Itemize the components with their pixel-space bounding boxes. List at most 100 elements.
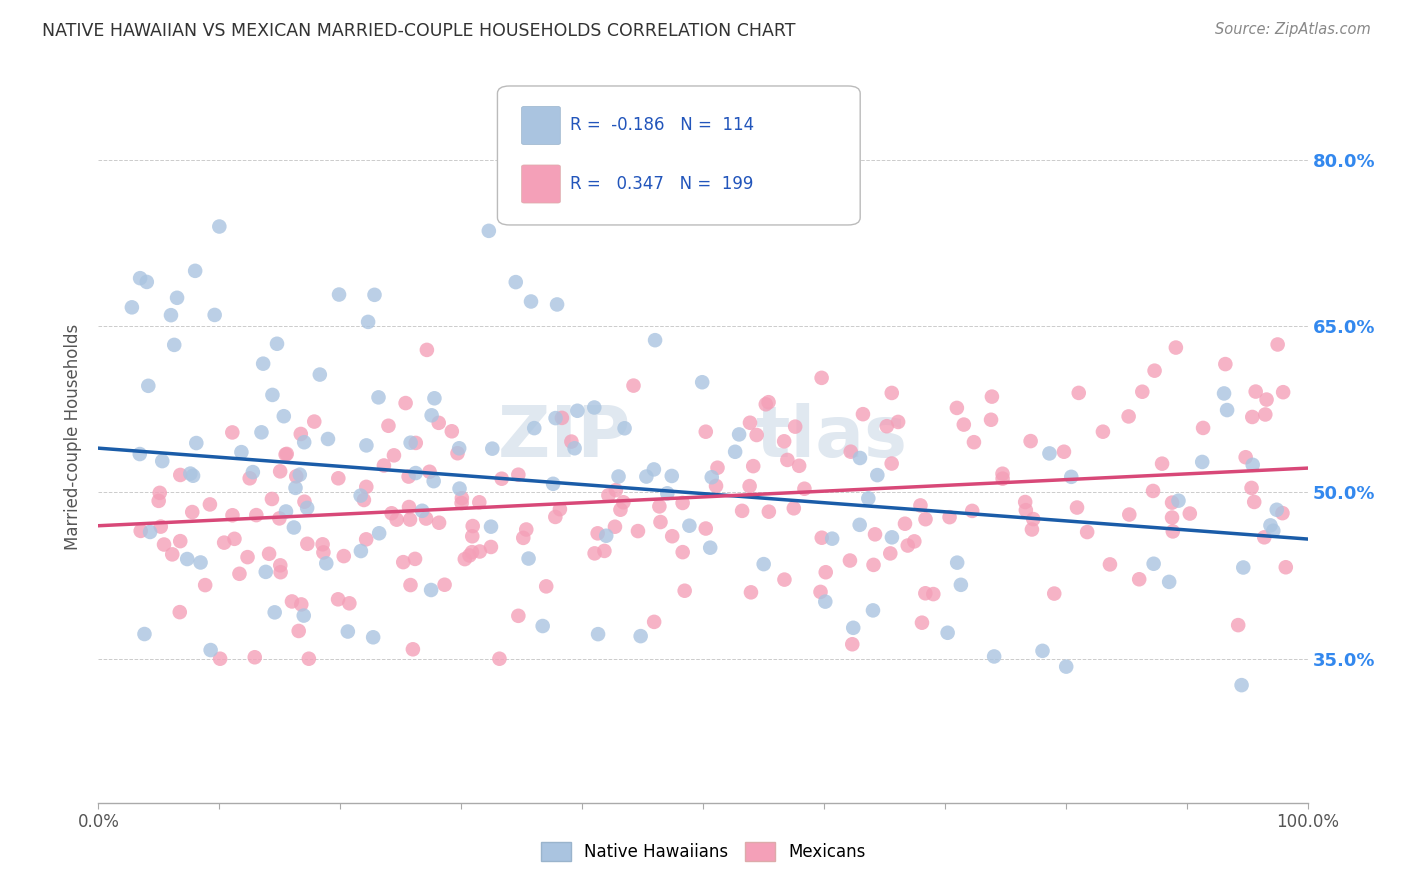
Point <box>612 495 634 509</box>
Point <box>449 482 471 496</box>
Point <box>149 486 172 500</box>
Point <box>287 624 309 638</box>
Point <box>420 582 443 597</box>
Point <box>839 444 862 458</box>
Point <box>752 557 775 571</box>
Point <box>505 275 527 289</box>
Point <box>149 519 172 533</box>
Point <box>399 513 422 527</box>
Point <box>814 594 837 608</box>
Point <box>1066 500 1088 515</box>
Point <box>706 460 728 475</box>
Point <box>290 427 312 442</box>
Point <box>544 510 567 524</box>
Point <box>169 534 191 549</box>
Point <box>308 368 330 382</box>
FancyBboxPatch shape <box>522 165 561 203</box>
Point <box>479 540 502 554</box>
Point <box>700 470 723 484</box>
Point <box>433 578 456 592</box>
Point <box>672 496 695 510</box>
Point <box>423 392 446 406</box>
Point <box>773 434 796 449</box>
Point <box>394 396 416 410</box>
Point <box>136 379 159 393</box>
Point <box>678 518 700 533</box>
Point <box>623 378 645 392</box>
Text: R =  -0.186   N =  114: R = -0.186 N = 114 <box>569 117 754 135</box>
Point <box>312 545 335 559</box>
Point <box>454 552 477 566</box>
Text: NATIVE HAWAIIAN VS MEXICAN MARRIED-COUPLE HOUSEHOLDS CORRELATION CHART: NATIVE HAWAIIAN VS MEXICAN MARRIED-COUPL… <box>42 22 796 40</box>
Point <box>583 401 606 415</box>
Point <box>288 467 311 482</box>
Point <box>176 552 198 566</box>
Point <box>405 466 427 480</box>
Point <box>361 630 384 644</box>
Point <box>758 395 780 409</box>
Point <box>773 573 796 587</box>
Point <box>169 605 191 619</box>
Point <box>450 496 472 510</box>
Point <box>564 442 586 456</box>
Point <box>1216 403 1239 417</box>
Point <box>910 499 932 513</box>
Point <box>1272 385 1295 400</box>
Point <box>661 469 683 483</box>
Point <box>1161 495 1184 509</box>
Point <box>304 415 326 429</box>
Point <box>1130 384 1153 399</box>
Point <box>1215 357 1237 371</box>
Point <box>269 464 291 478</box>
Point <box>440 424 463 438</box>
Point <box>842 621 865 635</box>
Point <box>239 471 262 485</box>
Point <box>643 462 665 476</box>
Point <box>184 264 207 278</box>
Point <box>810 531 832 545</box>
Point <box>603 520 626 534</box>
Point <box>212 535 235 549</box>
Point <box>281 594 304 608</box>
Point <box>269 558 291 573</box>
Point <box>991 472 1014 486</box>
Point <box>605 483 627 497</box>
Point <box>862 558 884 572</box>
Point <box>613 421 636 435</box>
Point <box>298 651 321 665</box>
Point <box>863 527 886 541</box>
Point <box>1192 421 1215 435</box>
Point <box>363 288 385 302</box>
Point <box>1142 483 1164 498</box>
Point <box>938 510 960 524</box>
Point <box>328 471 350 485</box>
Point <box>960 504 983 518</box>
Point <box>285 469 308 483</box>
Point <box>1267 337 1289 351</box>
Point <box>1227 618 1250 632</box>
Point <box>243 650 266 665</box>
Point <box>690 376 713 390</box>
Point <box>1038 446 1060 460</box>
Point <box>204 308 226 322</box>
Point <box>263 605 285 619</box>
Point <box>953 417 976 432</box>
Point <box>269 511 291 525</box>
Point <box>1015 503 1038 517</box>
Point <box>758 505 780 519</box>
Point <box>814 566 837 580</box>
Point <box>221 425 243 440</box>
Point <box>1031 644 1053 658</box>
Point <box>810 585 832 599</box>
Point <box>357 315 380 329</box>
Text: R =   0.347   N =  199: R = 0.347 N = 199 <box>569 175 754 193</box>
Point <box>914 512 936 526</box>
Point <box>980 390 1002 404</box>
FancyBboxPatch shape <box>522 106 561 145</box>
Point <box>181 468 204 483</box>
Point <box>273 409 295 424</box>
Point <box>1022 512 1045 526</box>
Point <box>419 465 441 479</box>
Point <box>353 493 375 508</box>
Point <box>1241 409 1264 424</box>
